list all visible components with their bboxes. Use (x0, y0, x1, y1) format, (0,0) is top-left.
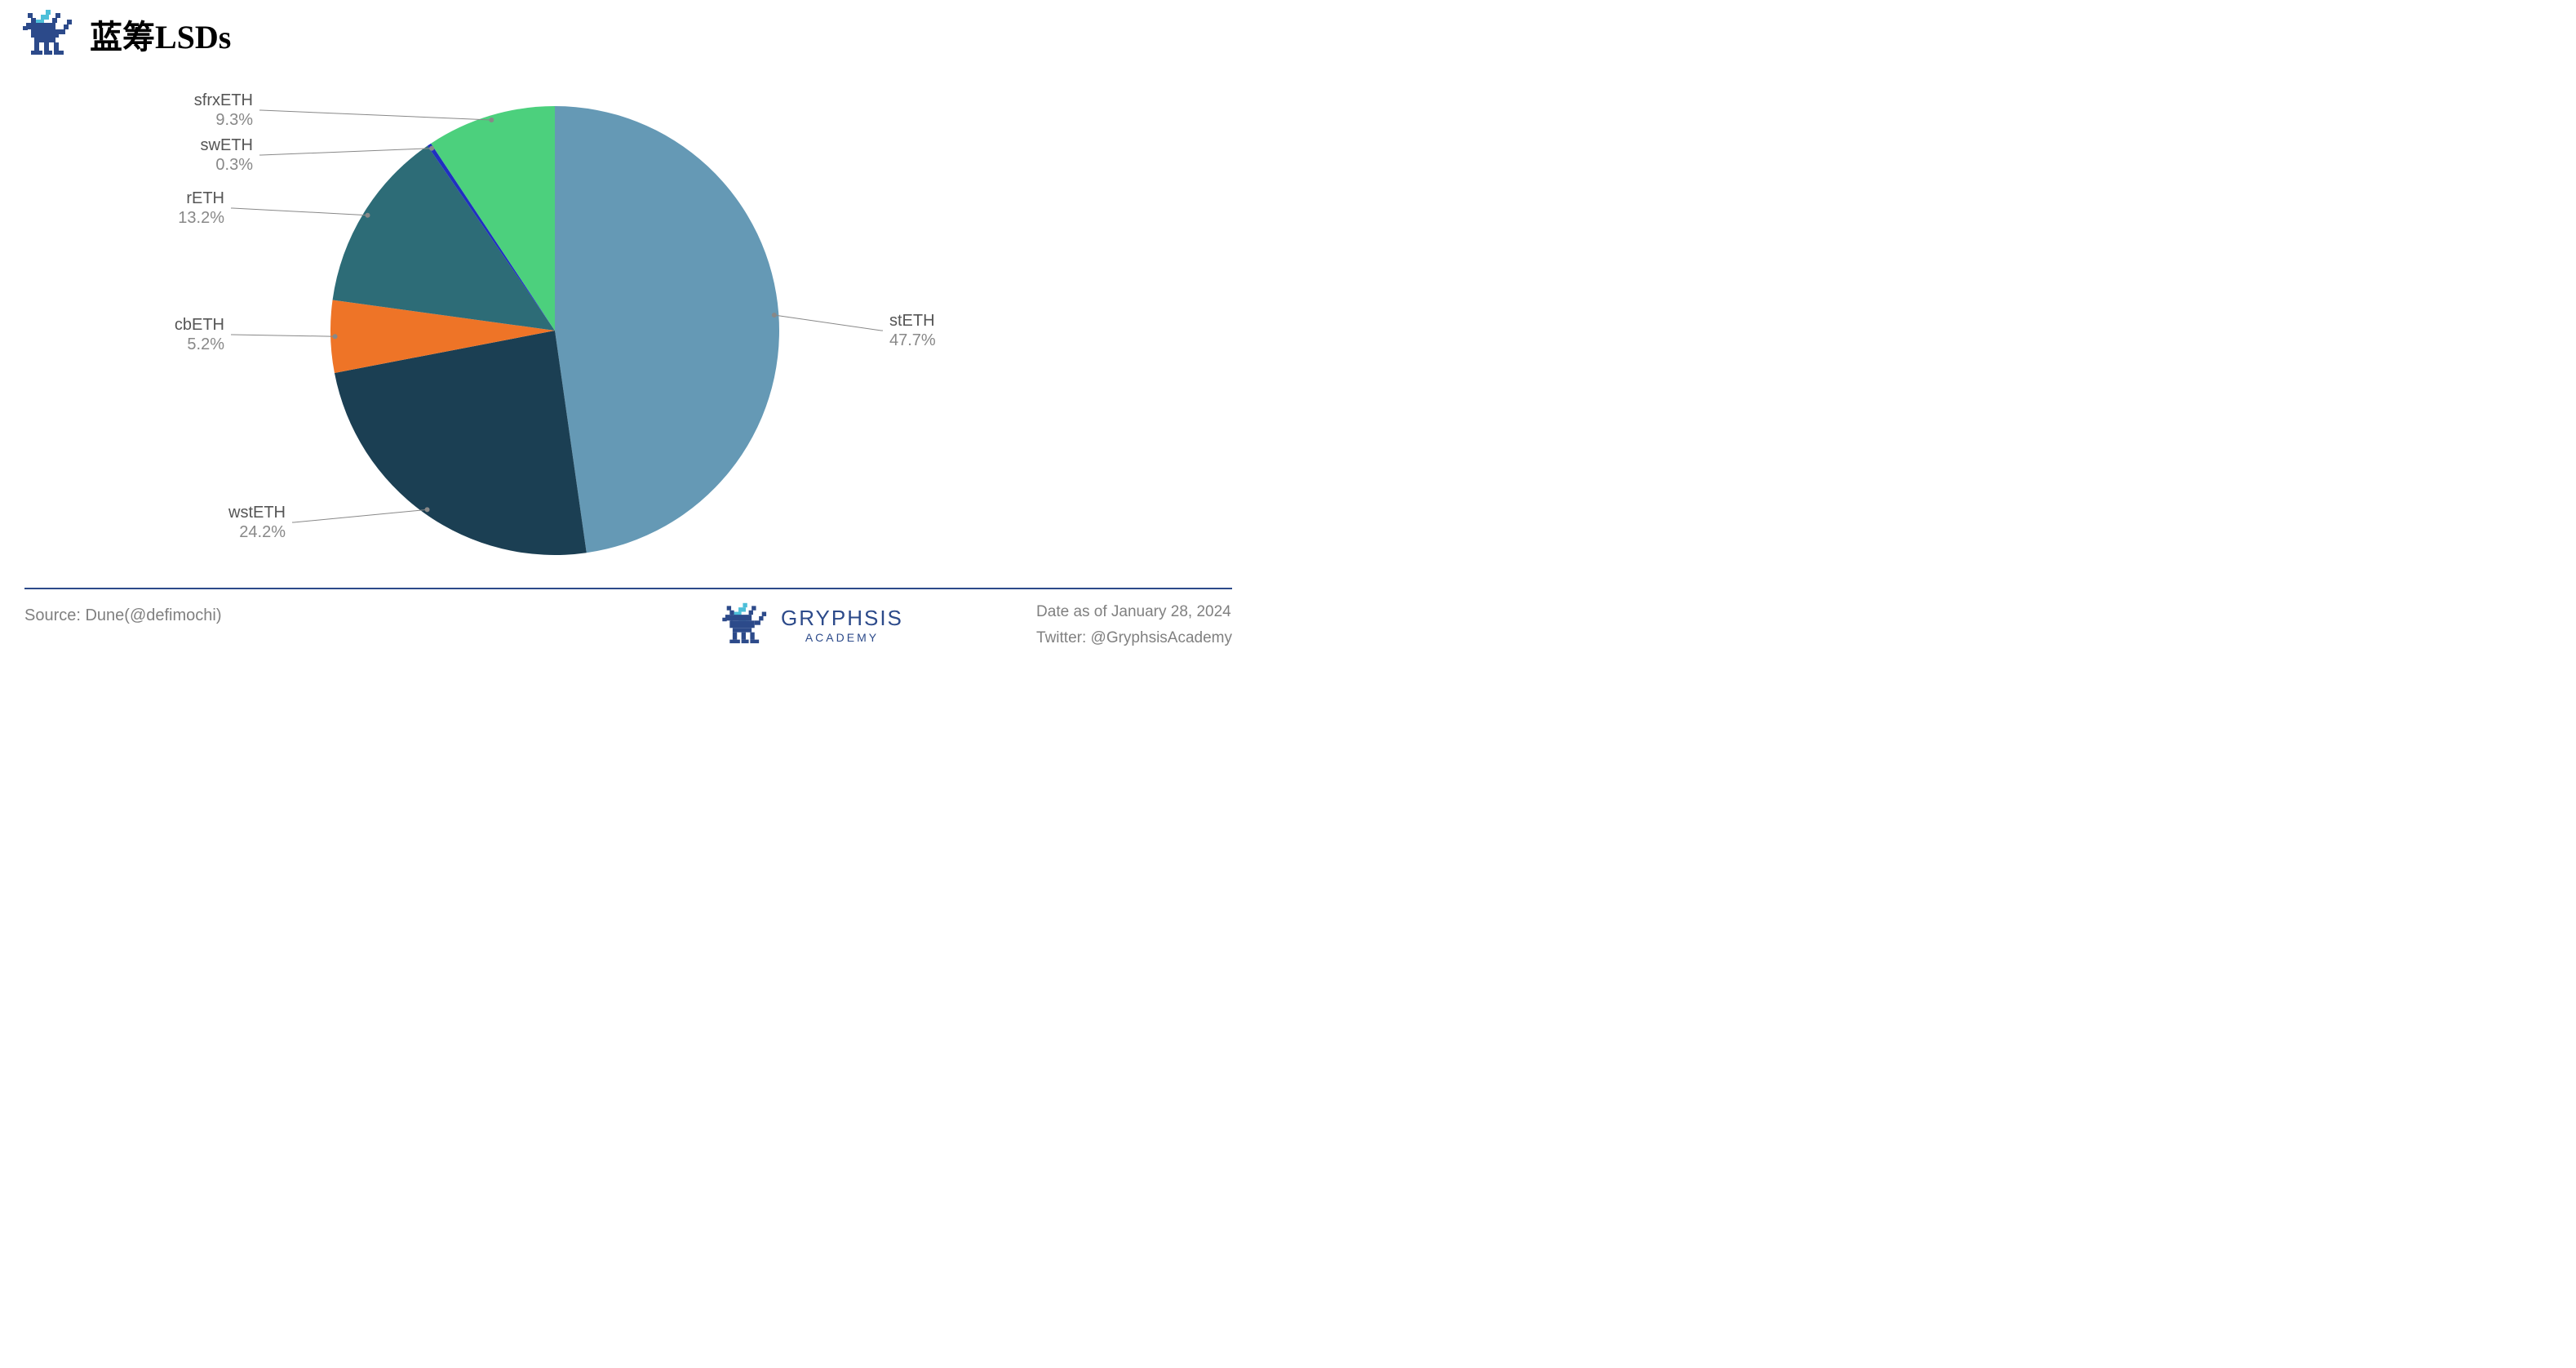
logo-icon (23, 8, 75, 60)
slice-label-pct: 47.7% (889, 331, 936, 349)
footer: Source: Dune(@defimochi) GRYPHSIS ACADEM… (24, 600, 1232, 657)
brand-name: GRYPHSIS (781, 606, 903, 631)
twitter-label: Twitter: @GryphsisAcademy (1036, 629, 1232, 647)
pie-chart: stETH47.7% wstETH24.2% cbETH5.2% rETH 13.2% s… (0, 61, 1257, 584)
slice-label-pct: 13.2% (178, 209, 224, 227)
slice-label-name: wstETH (228, 504, 286, 522)
brand-subtitle: ACADEMY (781, 631, 903, 644)
slice-label-name: swETH (201, 136, 253, 154)
slice-label-name: stETH (889, 312, 935, 330)
slice-label-name: rETH (186, 189, 224, 207)
slice-label-name: cbETH (175, 316, 224, 334)
slice-label-pct: 0.3% (215, 156, 253, 174)
slice-label-pct: 5.2% (187, 335, 224, 353)
source-label: Source: Dune(@defimochi) (24, 606, 222, 625)
pie-slice (555, 106, 779, 553)
slice-label-pct: 24.2% (239, 523, 286, 541)
footer-divider (24, 588, 1232, 589)
header: 蓝筹LSDs (23, 8, 231, 60)
footer-brand: GRYPHSIS ACADEMY (781, 606, 903, 644)
page-title: 蓝筹LSDs (90, 11, 231, 58)
slice-label-name: sfrxETH (194, 91, 253, 109)
slice-label-pct: 9.3% (215, 111, 253, 129)
footer-logo: GRYPHSIS ACADEMY (722, 602, 903, 648)
date-label: Date as of January 28, 2024 (1036, 603, 1232, 621)
gryphon-icon (722, 602, 769, 648)
footer-meta: Date as of January 28, 2024 Twitter: @Gr… (1036, 603, 1232, 647)
